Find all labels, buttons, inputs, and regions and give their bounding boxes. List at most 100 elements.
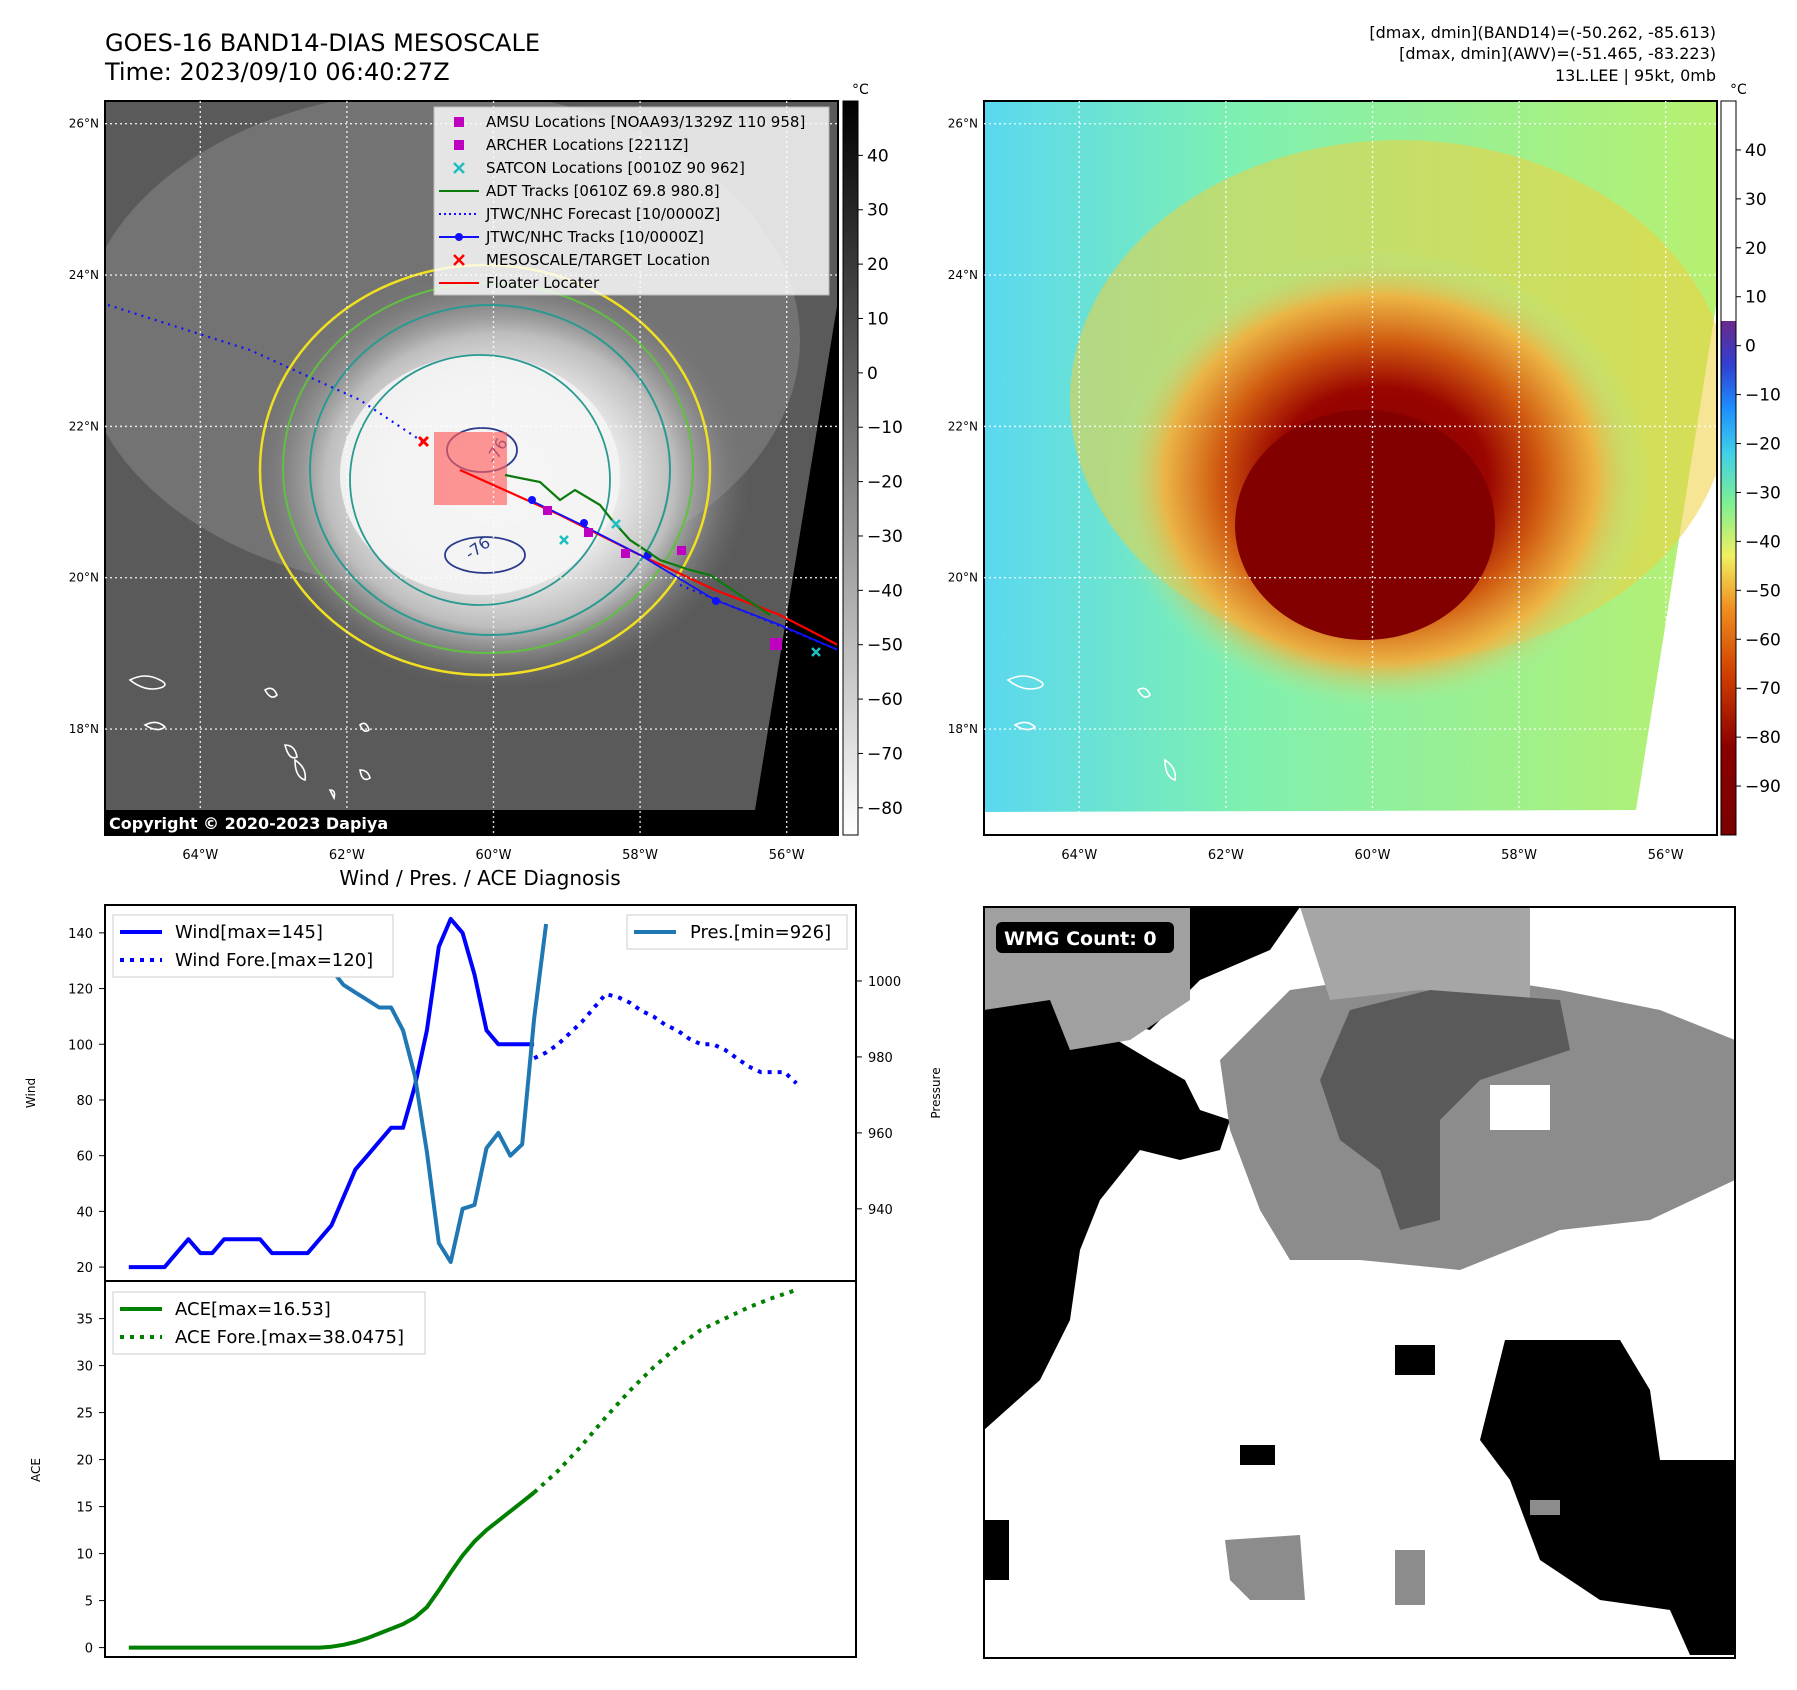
ir-colorbar-tick-label: 40	[867, 146, 889, 166]
pressure-axis-label: Pressure	[929, 1067, 943, 1118]
ir-map-legend: AMSU Locations [NOAA93/1329Z 110 958] ARC…	[433, 106, 830, 296]
legend-marker-square	[454, 140, 464, 150]
ir-map-gridlines: 64°W 62°W 60°W 58°W 56°W 26°N 24°N 22°N 20°N 18°N	[69, 101, 838, 863]
ir-colorbar-tick-label: 20	[867, 255, 889, 275]
ir-colorbar: °C 40 30 20 10 0 −10 −20 −30 −40 −50 −60 −70 −80	[842, 82, 903, 836]
ir-map-lon-label: 64°W	[182, 848, 218, 863]
wmg-frame	[983, 906, 1736, 1659]
ace-chart-ytick-label: 15	[76, 1501, 93, 1516]
wmg-count-badge	[996, 922, 1174, 953]
satcon-markers	[559, 519, 821, 657]
ace-chart-ytick-label: 20	[76, 1454, 93, 1469]
ace-chart: ACE 0 5 10 15 20 25 30 35 ACE[max=16.53] ACE Fo…	[29, 1280, 857, 1658]
ace-chart-ytick-label: 5	[85, 1595, 93, 1610]
ir-map-lat-label: 26°N	[69, 117, 99, 131]
wind-chart-ytick-label: 120	[68, 983, 93, 998]
ir-map-lon-label: 56°W	[769, 848, 805, 863]
mesoscale-target-marker	[417, 435, 430, 448]
figure-title: GOES-16 BAND14-DIAS MESOSCALE	[105, 29, 540, 57]
ace-forecast-legend-label: ACE Fore.[max=38.0475]	[175, 1327, 404, 1348]
wmg-gray-north	[1300, 907, 1530, 1000]
enhanced-map-gridlines: 64°W 62°W 60°W 58°W 56°W 26°N 24°N 22°N 20°N 18°N	[948, 101, 1717, 863]
ir-colorbar-tick-label: −80	[867, 799, 903, 819]
ace-legend-label: ACE[max=16.53]	[175, 1299, 331, 1320]
wmg-small-black	[1395, 1345, 1435, 1375]
wind-chart-ytick-right-label: 940	[868, 1203, 893, 1218]
ir-colorbar-tick-label: 10	[867, 309, 889, 329]
enhanced-colorbar-tick-label: −60	[1745, 630, 1781, 650]
wind-chart-ytick-right-label: 1000	[868, 975, 901, 990]
enhanced-colorbar: °C 40 30 20 10 0 −10 −20 −30 −40 −50 −60 −70 −80 −90	[1720, 82, 1781, 836]
enhanced-map-lat-label: 26°N	[948, 117, 978, 131]
enhanced-map-frame	[983, 100, 1718, 836]
enhanced-map-lat-label: 22°N	[948, 419, 978, 433]
enhanced-colorbar-tick-label: 10	[1745, 288, 1767, 308]
enhanced-map-panel	[984, 101, 1717, 835]
enhanced-map-lon-label: 62°W	[1208, 848, 1244, 863]
diagnosis-title: Wind / Pres. / ACE Diagnosis	[339, 866, 620, 890]
ir-map-lon-label: 58°W	[622, 848, 658, 863]
legend-marker-dot	[455, 233, 463, 241]
ace-chart-series-1-line	[532, 1288, 798, 1494]
wind-chart-ytick-label: 140	[68, 927, 93, 942]
enhanced-map-lat-label: 24°N	[948, 268, 978, 282]
ir-map-lat-label: 18°N	[69, 722, 99, 736]
wmg-black-west	[984, 960, 1230, 1430]
figure-time: Time: 2023/09/10 06:40:27Z	[104, 58, 450, 86]
wmg-panel: WMG Count: 0	[983, 906, 1736, 1659]
legend-item-label: MESOSCALE/TARGET Location	[486, 251, 710, 269]
ir-colorbar-tick-label: −30	[867, 527, 903, 547]
ir-map-lat-label: 22°N	[69, 419, 99, 433]
ir-map-lat-label: 24°N	[69, 268, 99, 282]
enhanced-map-lat-label: 20°N	[948, 571, 978, 585]
ir-colorbar-tick-label: −20	[867, 473, 903, 493]
wind-legend-label: Wind[max=145]	[175, 922, 323, 943]
legend-item-label: SATCON Locations [0010Z 90 962]	[486, 159, 745, 177]
ace-chart-ytick-label: 0	[85, 1642, 93, 1657]
enhanced-map-lat-label: 18°N	[948, 722, 978, 736]
legend-marker-x	[453, 254, 465, 266]
ir-colorbar-tick-label: −60	[867, 690, 903, 710]
legend-item-label: JTWC/NHC Forecast [10/0000Z]	[485, 205, 720, 223]
enhanced-colorbar-tick-label: 0	[1745, 337, 1756, 357]
amsu-markers	[543, 506, 782, 650]
enhanced-map-lon-label: 56°W	[1648, 848, 1684, 863]
enhanced-colorbar-tick-label: 40	[1745, 141, 1767, 161]
ir-map-lon-label: 60°W	[476, 848, 512, 863]
enhanced-colorbar-tick-label: −20	[1745, 435, 1781, 455]
info-storm: 13L.LEE | 95kt, 0mb	[1555, 66, 1716, 85]
wmg-darkgray	[1320, 990, 1570, 1230]
wind-axis-label: Wind	[24, 1078, 38, 1108]
ir-map-frame	[104, 100, 839, 836]
legend-marker-square	[454, 117, 464, 127]
ir-colorbar-tick-label: 0	[867, 364, 878, 384]
mesoscale-box	[434, 432, 507, 505]
wmg-gray-south	[1225, 1535, 1305, 1600]
enhanced-colorbar-tick-label: 20	[1745, 239, 1767, 259]
legend-item-label: ADT Tracks [0610Z 69.8 980.8]	[486, 182, 720, 200]
ace-axis-label: ACE	[29, 1458, 43, 1482]
legend-marker-x	[453, 162, 465, 174]
ace-chart-ytick-label: 30	[76, 1360, 93, 1375]
wind-chart-ytick-right-label: 980	[868, 1051, 893, 1066]
ir-colorbar-tick-label: −40	[867, 581, 903, 601]
ace-chart-series-0-line	[128, 1490, 536, 1650]
copyright-text: Copyright © 2020-2023 Dapiya	[109, 814, 388, 833]
pressure-legend-label: Pres.[min=926]	[690, 922, 831, 943]
pressure-legend: Pres.[min=926]	[626, 914, 848, 950]
enhanced-core	[1235, 410, 1495, 640]
info-awv: [dmax, dmin](AWV)=(-51.465, -83.223)	[1399, 44, 1716, 63]
ir-map-lon-label: 62°W	[329, 848, 365, 863]
enhanced-colorbar-tick-label: −10	[1745, 386, 1781, 406]
ace-legend: ACE[max=16.53] ACE Fore.[max=38.0475]	[112, 1291, 426, 1355]
enhanced-map-lon-label: 64°W	[1061, 848, 1097, 863]
ir-colorbar-unit: °C	[852, 82, 869, 98]
wmg-black-south	[1480, 1340, 1735, 1655]
wind-pressure-chart: Wind / Pres. / ACE Diagnosis Wind Pressu…	[24, 866, 943, 1282]
enhanced-map-lon-label: 60°W	[1355, 848, 1391, 863]
wind-chart-ytick-right-label: 960	[868, 1127, 893, 1142]
enhanced-colorbar-tick-label: −40	[1745, 532, 1781, 552]
legend-item-label: JTWC/NHC Tracks [10/0000Z]	[485, 228, 704, 246]
enhanced-colorbar-tick-label: 30	[1745, 190, 1767, 210]
ir-colorbar-tick-label: −50	[867, 636, 903, 656]
